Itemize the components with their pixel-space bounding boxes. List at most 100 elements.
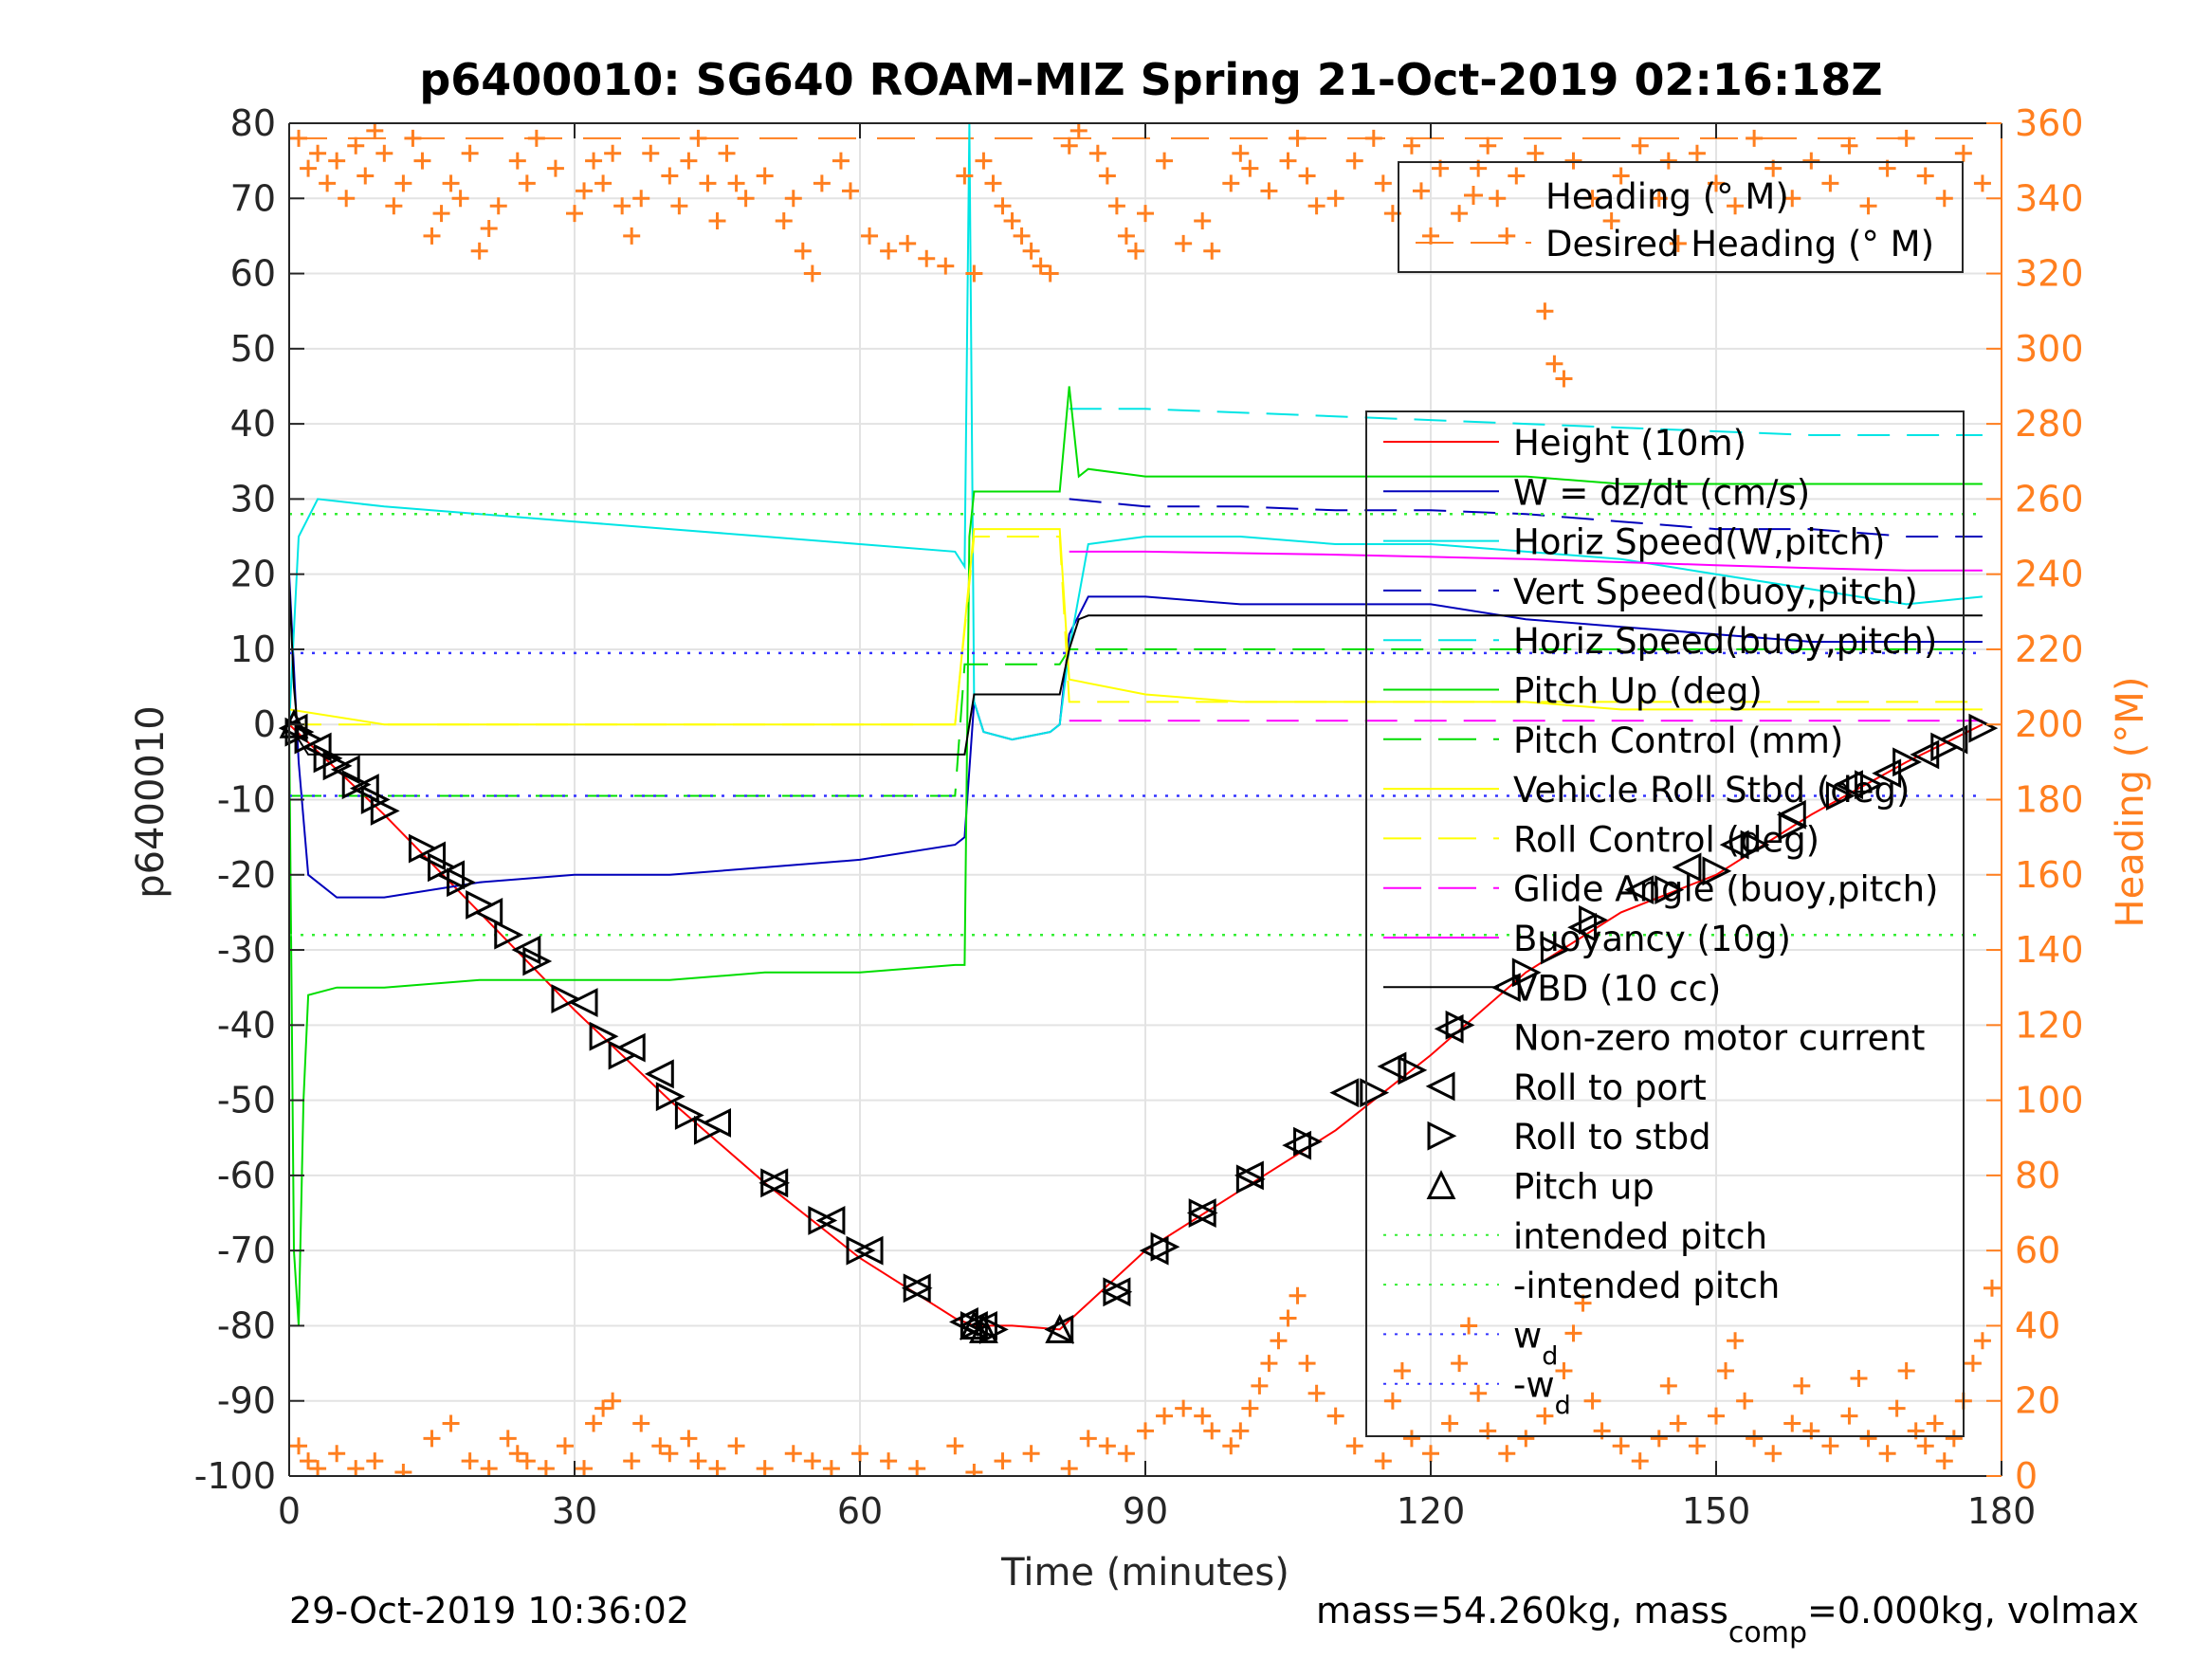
series-line-horiz-speed-w-pitch- [289, 123, 1983, 741]
heading-point [1194, 1407, 1212, 1425]
heading-point [832, 152, 850, 170]
legend-label: Horiz Speed(buoy,pitch) [1513, 621, 1937, 662]
y-tick-label-right: 340 [2015, 177, 2084, 219]
roll-to-port-marker [568, 988, 598, 1017]
roll-to-stbd-marker [903, 1273, 933, 1304]
heading-point [309, 1460, 327, 1476]
heading-point [1517, 1430, 1535, 1448]
y-tick-label-left: -30 [217, 929, 276, 971]
legend-label: Buoyancy (10g) [1513, 919, 1791, 959]
roll-to-stbd-marker [551, 984, 581, 1014]
heading-point [803, 1452, 821, 1470]
heading-point [394, 174, 412, 192]
heading-point [1270, 1332, 1288, 1350]
heading-point [1260, 182, 1278, 200]
heading-point [1602, 212, 1620, 230]
roll-to-stbd-marker [1702, 856, 1732, 886]
heading-point [1117, 227, 1135, 245]
legend-label: Vehicle Roll Stbd (deg) [1513, 770, 1910, 811]
heading-point [518, 1452, 536, 1470]
roll-to-stbd-marker [466, 890, 496, 920]
legend-label: W = dz/dt (cm/s) [1513, 472, 1810, 513]
roll-to-port-marker [815, 1206, 846, 1235]
series-line-buoyancy-10g- [1069, 550, 1983, 572]
heading-point [946, 1437, 964, 1455]
y-tick-label-left: 50 [230, 328, 276, 370]
heading-point [1564, 152, 1582, 170]
heading-point [1156, 152, 1174, 170]
heading-point [1650, 1430, 1668, 1448]
heading-point [1260, 1355, 1278, 1373]
x-tick-label: 60 [837, 1490, 883, 1532]
series-line-pitch-control-mm- [289, 647, 1983, 797]
heading-point [1022, 242, 1040, 260]
heading-point [1564, 1324, 1582, 1342]
heading-point [366, 123, 384, 139]
heading-point [727, 1437, 745, 1455]
chart-title: p6400010: SG640 ROAM-MIZ Spring 21-Oct-2… [419, 54, 1882, 105]
heading-point [1954, 144, 1972, 162]
y-tick-label-right: 200 [2015, 703, 2084, 745]
heading-point [1298, 167, 1316, 185]
heading-point [1574, 1294, 1592, 1312]
series-line-horiz-speed-buoy-pitch- [1069, 408, 1983, 436]
heading-point [300, 159, 318, 177]
roll-to-stbd-marker [1778, 811, 1808, 841]
roll-to-port-marker [1719, 830, 1749, 860]
roll-to-stbd-marker [1150, 1231, 1180, 1262]
heading-point [1631, 1452, 1649, 1470]
series-line-vert-speed-buoy-pitch- [1069, 498, 1983, 538]
heading-point [1802, 152, 1820, 170]
y-tick-label-left: 30 [230, 478, 276, 520]
heading-point [1916, 167, 1934, 185]
heading-point [480, 219, 498, 237]
heading-point [689, 129, 707, 147]
roll-to-stbd-marker [1360, 1078, 1390, 1108]
y-tick-label-right: 100 [2015, 1080, 2084, 1121]
heading-point [1727, 1332, 1745, 1350]
heading-point [385, 197, 403, 215]
heading-point [1032, 257, 1050, 275]
heading-point [756, 167, 774, 185]
y-tick-label-right: 120 [2015, 1004, 2084, 1046]
heading-point [1727, 197, 1745, 215]
heading-point [1688, 144, 1706, 162]
heading-point [937, 257, 955, 275]
roll-to-stbd-marker [1579, 904, 1608, 935]
roll-to-stbd-marker [1398, 1055, 1428, 1085]
heading-point [394, 1464, 412, 1476]
heading-point [1126, 242, 1144, 260]
heading-point [585, 152, 603, 170]
heading-point [1498, 227, 1516, 245]
heading-point [1916, 1437, 1934, 1455]
roll-to-stbd-marker [1235, 1164, 1266, 1194]
heading-point [1526, 144, 1545, 162]
roll-to-stbd-marker [1855, 770, 1884, 800]
heading-point [1279, 1309, 1297, 1327]
heading-point [290, 1437, 308, 1455]
heading-point [499, 1430, 517, 1448]
footer-mass-info: mass=54.260kg, masscomp=0.000kg, volmax [1316, 1590, 2139, 1650]
roll-to-stbd-marker [1892, 747, 1923, 777]
roll-to-stbd-marker [322, 751, 353, 781]
heading-point [1612, 167, 1630, 185]
heading-point [775, 212, 793, 230]
roll-to-port-marker [1672, 852, 1702, 883]
legend-marker [1425, 1071, 1455, 1102]
legend-label: Roll to port [1513, 1067, 1707, 1108]
roll-to-stbd-marker [1930, 732, 1961, 762]
heading-point [1983, 1279, 2001, 1297]
heading-point [1383, 1392, 1401, 1410]
y-tick-label-left: -80 [217, 1304, 276, 1346]
heading-point [461, 144, 479, 162]
legend-box [1365, 410, 1965, 1437]
heading-point [737, 190, 755, 208]
heading-point [699, 174, 717, 192]
roll-to-stbd-marker [808, 1206, 838, 1235]
y-tick-label-right: 60 [2015, 1230, 2060, 1271]
roll-to-stbd-marker [1825, 781, 1856, 811]
heading-point [1441, 1414, 1459, 1432]
y-tick-label-right: 220 [2015, 629, 2084, 670]
heading-point [1973, 1332, 1991, 1350]
heading-point [1859, 1430, 1877, 1448]
